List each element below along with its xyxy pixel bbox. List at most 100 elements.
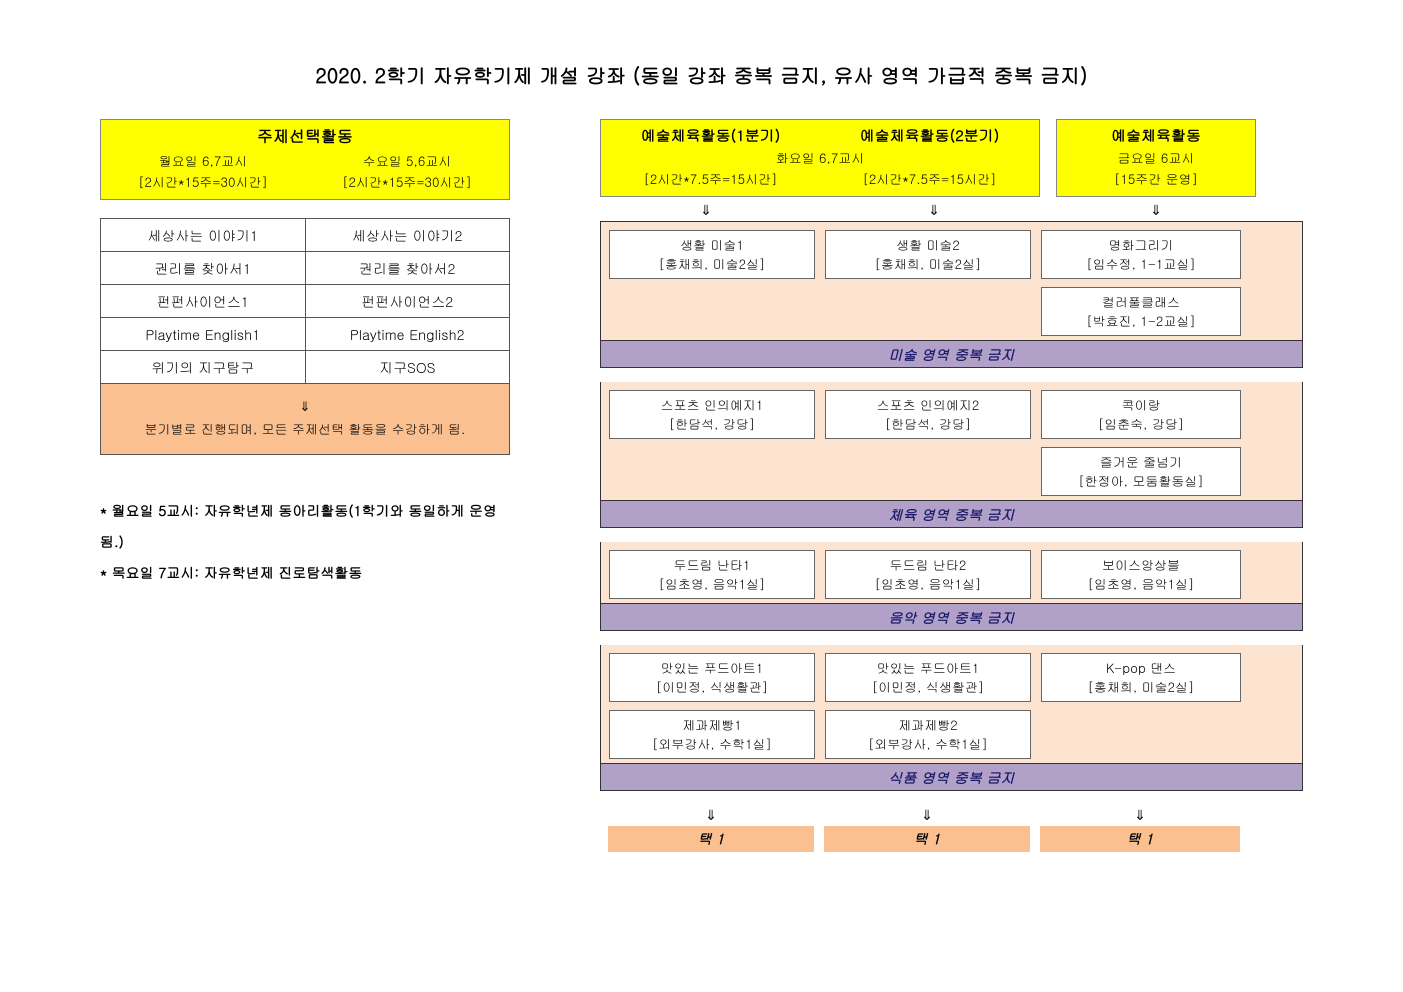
section-inner: 스포츠 인의예지1[한담석, 강당] 스포츠 인의예지2[한담석, 강당] 콕이… <box>601 382 1302 500</box>
section-col: 보이스앙상블[임초영, 음악1실] <box>1041 550 1241 599</box>
course-title: 맛있는 푸드아트1 <box>828 658 1028 678</box>
pick-row: ⇓ 택 1 ⇓ 택 1 ⇓ 택 1 <box>600 805 1303 852</box>
table-cell: 지구SOS <box>305 350 510 383</box>
left-header-title: 주제선택활동 <box>101 120 509 149</box>
section-block: 두드림 난타1[임초영, 음악1실]두드림 난타2[임초영, 음악1실]보이스앙… <box>600 542 1303 631</box>
course-title: 콕이랑 <box>1044 395 1238 415</box>
course-card: 즐거운 줄넘기[한정아, 모둠활동실] <box>1041 447 1241 496</box>
section-col: 생활 미술1[홍채희, 미술2실] <box>609 230 815 336</box>
arrow-2: ⇓ <box>828 199 1040 219</box>
section-block: 스포츠 인의예지1[한담석, 강당] 스포츠 인의예지2[한담석, 강당] 콕이… <box>600 382 1303 528</box>
section-col: K-pop 댄스[홍채희, 미술2실] <box>1041 653 1241 759</box>
course-title: K-pop 댄스 <box>1044 658 1238 678</box>
pick-label-3: 택 1 <box>1040 826 1240 852</box>
course-title: 맛있는 푸드아트1 <box>612 658 812 678</box>
section-block: 생활 미술1[홍채희, 미술2실] 생활 미술2[홍채희, 미술2실] 명화그리… <box>600 221 1303 368</box>
section-col: 맛있는 푸드아트1[이민정, 식생활관] 제과제빵2[외부강사, 수학1실] <box>825 653 1031 759</box>
table-row: 펀펀사이언스1펀펀사이언스2 <box>101 284 510 317</box>
left-table: 세상사는 이야기1세상사는 이야기2권리를 찾아서1권리를 찾아서2펀펀사이언스… <box>100 218 510 384</box>
course-card: 생활 미술1[홍채희, 미술2실] <box>609 230 815 279</box>
tue-time: 화요일 6,7교시 <box>601 148 1039 169</box>
left-wed-hours: [2시간*15주=30시간] <box>342 172 472 191</box>
main-columns: 주제선택활동 월요일 6,7교시 [2시간*15주=30시간] 수요일 5,6교… <box>100 119 1303 852</box>
arrow-row: ⇓ ⇓ ⇓ <box>600 197 1303 221</box>
section-col: 두드림 난타1[임초영, 음악1실] <box>609 550 815 599</box>
section-footer: 체육 영역 중복 금지 <box>601 500 1302 527</box>
fri-hours: [15주간 운영] <box>1057 169 1255 190</box>
course-title: 스포츠 인의예지2 <box>828 395 1028 415</box>
course-sub: [한정아, 모둠활동실] <box>1044 471 1238 491</box>
section-footer: 미술 영역 중복 금지 <box>601 340 1302 367</box>
table-cell: 위기의 지구탐구 <box>101 350 306 383</box>
left-footer-2: * 목요일 7교시: 자유학년제 진로탐색활동 <box>100 557 510 588</box>
section-col: 명화그리기[임수정, 1-1교실] 컬러풀클래스[박효진, 1-2교실] <box>1041 230 1241 336</box>
pick-arrow-1: ⇓ <box>608 805 814 827</box>
tue1-hours: [2시간*7.5주=15시간] <box>601 169 820 190</box>
course-card: 제과제빵1[외부강사, 수학1실] <box>609 710 815 759</box>
course-sub: [임수정, 1-1교실] <box>1044 254 1238 274</box>
section-footer: 식품 영역 중복 금지 <box>601 763 1302 790</box>
left-mon-hours: [2시간*15주=30시간] <box>138 172 268 191</box>
course-sub: [홍채희, 미술2실] <box>1044 677 1238 697</box>
section-inner: 생활 미술1[홍채희, 미술2실] 생활 미술2[홍채희, 미술2실] 명화그리… <box>601 222 1302 340</box>
section-inner: 두드림 난타1[임초영, 음악1실]두드림 난타2[임초영, 음악1실]보이스앙… <box>601 542 1302 603</box>
left-header: 주제선택활동 월요일 6,7교시 [2시간*15주=30시간] 수요일 5,6교… <box>100 119 510 200</box>
section-col: 스포츠 인의예지1[한담석, 강당] <box>609 390 815 496</box>
table-cell: Playtime English2 <box>305 317 510 350</box>
table-cell: 권리를 찾아서1 <box>101 251 306 284</box>
table-cell: 권리를 찾아서2 <box>305 251 510 284</box>
fri-time: 금요일 6교시 <box>1057 148 1255 169</box>
course-title: 컬러풀클래스 <box>1044 292 1238 312</box>
course-sub: [한담석, 강당] <box>612 414 812 434</box>
left-footer-1: * 월요일 5교시: 자유학년제 동아리활동(1학기와 동일하게 운영됨.) <box>100 495 510 557</box>
left-mon-time: 월요일 6,7교시 <box>159 151 248 170</box>
tue1-title: 예술체육활동(1분기) <box>601 124 820 148</box>
course-sub: [이민정, 식생활관] <box>612 677 812 697</box>
left-mon: 월요일 6,7교시 [2시간*15주=30시간] <box>101 149 305 199</box>
table-cell: 펀펀사이언스2 <box>305 284 510 317</box>
course-sub: [임초영, 음악1실] <box>612 574 812 594</box>
tue2-hours: [2시간*7.5주=15시간] <box>820 169 1039 190</box>
course-card: 생활 미술2[홍채희, 미술2실] <box>825 230 1031 279</box>
course-sub: [박효진, 1-2교실] <box>1044 311 1238 331</box>
left-footer: * 월요일 5교시: 자유학년제 동아리활동(1학기와 동일하게 운영됨.) *… <box>100 495 510 587</box>
section-col: 콕이랑[임춘숙, 강당] 즐거운 줄넘기[한정아, 모둠활동실] <box>1041 390 1241 496</box>
course-card: 명화그리기[임수정, 1-1교실] <box>1041 230 1241 279</box>
course-title: 제과제빵2 <box>828 715 1028 735</box>
course-card: 제과제빵2[외부강사, 수학1실] <box>825 710 1031 759</box>
right-column: 예술체육활동(1분기) 예술체육활동(2분기) 화요일 6,7교시 [2시간*7… <box>600 119 1303 852</box>
course-title: 즐거운 줄넘기 <box>1044 452 1238 472</box>
course-sub: [외부강사, 수학1실] <box>828 734 1028 754</box>
course-sub: [임춘숙, 강당] <box>1044 414 1238 434</box>
table-row: 권리를 찾아서1권리를 찾아서2 <box>101 251 510 284</box>
course-card: 스포츠 인의예지2[한담석, 강당] <box>825 390 1031 439</box>
course-title: 두드림 난타2 <box>828 555 1028 575</box>
arrow-3: ⇓ <box>1056 199 1256 219</box>
course-sub: [한담석, 강당] <box>828 414 1028 434</box>
table-row: 세상사는 이야기1세상사는 이야기2 <box>101 218 510 251</box>
pick-1: ⇓ 택 1 <box>608 805 814 852</box>
left-wed: 수요일 5,6교시 [2시간*15주=30시간] <box>305 149 509 199</box>
pick-arrow-2: ⇓ <box>824 805 1030 827</box>
course-card: 맛있는 푸드아트1[이민정, 식생활관] <box>825 653 1031 702</box>
pick-label-2: 택 1 <box>824 826 1030 852</box>
table-row: Playtime English1Playtime English2 <box>101 317 510 350</box>
right-header: 예술체육활동(1분기) 예술체육활동(2분기) 화요일 6,7교시 [2시간*7… <box>600 119 1303 197</box>
course-title: 생활 미술1 <box>612 235 812 255</box>
section-inner: 맛있는 푸드아트1[이민정, 식생활관]제과제빵1[외부강사, 수학1실]맛있는… <box>601 645 1302 763</box>
section-col: 생활 미술2[홍채희, 미술2실] <box>825 230 1031 336</box>
course-card: K-pop 댄스[홍채희, 미술2실] <box>1041 653 1241 702</box>
course-card: 보이스앙상블[임초영, 음악1실] <box>1041 550 1241 599</box>
section-col: 두드림 난타2[임초영, 음악1실] <box>825 550 1031 599</box>
table-cell: 세상사는 이야기1 <box>101 218 306 251</box>
course-card: 두드림 난타1[임초영, 음악1실] <box>609 550 815 599</box>
pick-label-1: 택 1 <box>608 826 814 852</box>
course-title: 생활 미술2 <box>828 235 1028 255</box>
section-block: 맛있는 푸드아트1[이민정, 식생활관]제과제빵1[외부강사, 수학1실]맛있는… <box>600 645 1303 791</box>
right-header-fri: 예술체육활동 금요일 6교시 [15주간 운영] <box>1056 119 1256 197</box>
left-note: ⇓ 분기별로 진행되며, 모든 주제선택 활동을 수강하게 됨. <box>100 384 510 456</box>
table-cell: 펀펀사이언스1 <box>101 284 306 317</box>
left-wed-time: 수요일 5,6교시 <box>363 151 452 170</box>
sections-container: 생활 미술1[홍채희, 미술2실] 생활 미술2[홍채희, 미술2실] 명화그리… <box>600 221 1303 791</box>
course-sub: [이민정, 식생활관] <box>828 677 1028 697</box>
